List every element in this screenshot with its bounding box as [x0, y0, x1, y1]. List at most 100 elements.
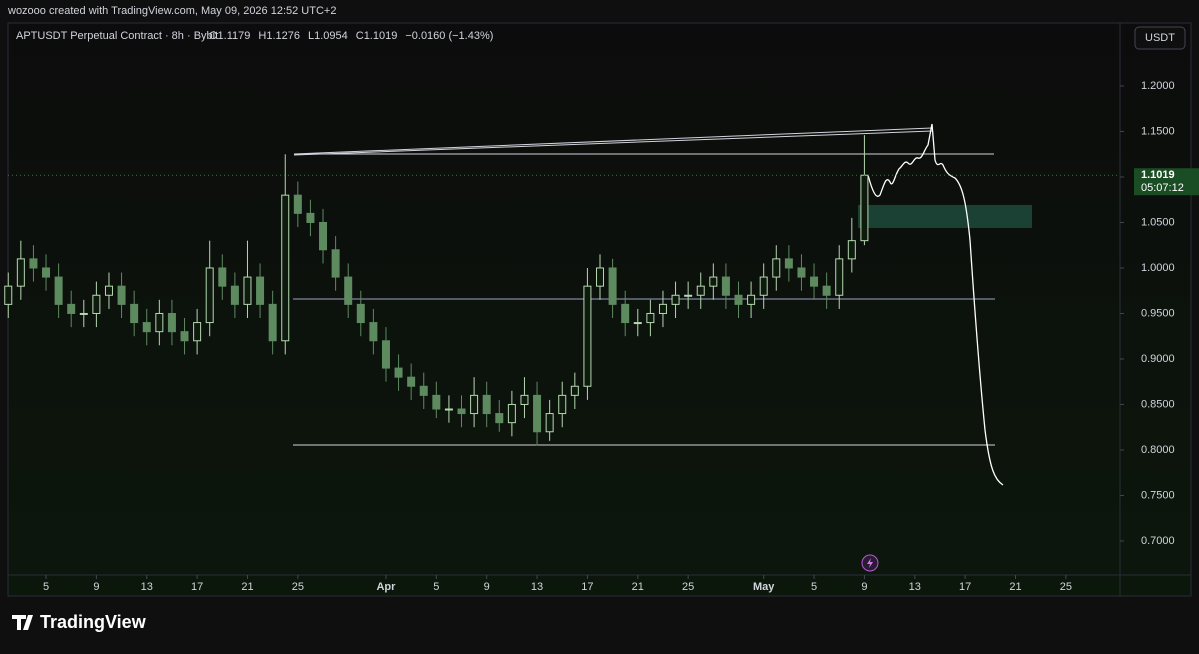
candle-body	[293, 194, 302, 214]
candle-body	[180, 331, 189, 342]
candle-body	[167, 312, 176, 333]
candle-body	[230, 285, 239, 305]
x-tick-label: 5	[43, 581, 49, 593]
candle-body	[281, 194, 290, 342]
drawings	[293, 123, 1032, 486]
y-tick-label: 0.7000	[1141, 535, 1175, 547]
candle-body	[381, 340, 390, 369]
candle-body	[331, 249, 340, 278]
x-tick-label: 21	[241, 581, 253, 593]
x-tick-label: Apr	[376, 581, 396, 593]
x-tick-label: 25	[682, 581, 694, 593]
y-tick-label: 0.8000	[1141, 444, 1175, 456]
candle-body	[520, 394, 529, 405]
candle-body	[256, 276, 265, 305]
event-bolt	[867, 558, 873, 568]
candle-body	[319, 221, 328, 251]
candle-body	[104, 285, 113, 296]
candle-body	[117, 285, 126, 305]
candle-body	[356, 303, 365, 324]
candle-body	[583, 285, 592, 387]
countdown: 05:07:12	[1141, 182, 1184, 194]
candle-body	[621, 303, 630, 324]
candle-body	[495, 413, 504, 424]
candle-body	[696, 285, 705, 296]
y-tick-label: 0.9500	[1141, 307, 1175, 319]
candle-body	[470, 394, 479, 415]
candle-body	[558, 394, 567, 415]
x-tick-label: 13	[141, 581, 153, 593]
candle-body	[67, 303, 76, 314]
chart-pane	[7, 22, 1192, 597]
currency-button[interactable]	[1134, 26, 1186, 50]
candle-body	[797, 267, 806, 278]
candle-body	[822, 285, 831, 296]
candle-body	[507, 403, 516, 424]
x-tick-label: 21	[632, 581, 644, 593]
candle-body	[142, 322, 151, 333]
candle-body	[759, 276, 768, 296]
candle-body	[709, 276, 718, 287]
last-price-tag	[1134, 168, 1199, 196]
y-tick-label: 1.2000	[1141, 80, 1175, 92]
y-tick-label: 0.7500	[1141, 489, 1175, 501]
candle-body	[533, 394, 542, 433]
candle-body	[407, 376, 416, 387]
currency[interactable]: USDT	[1145, 32, 1175, 44]
x-tick-label: 21	[1009, 581, 1021, 593]
x-tick-label: 5	[811, 581, 817, 593]
candle-body	[570, 385, 579, 396]
x-tick-label: May	[753, 581, 775, 593]
y-tick-label: 0.9000	[1141, 353, 1175, 365]
candle-body	[79, 312, 88, 315]
legend-value: H1.1276	[258, 30, 300, 42]
candle-body	[243, 276, 252, 305]
legend-value: C1.1019	[356, 30, 398, 42]
candle-body	[432, 394, 441, 410]
candle-body	[42, 267, 51, 278]
candle-body	[721, 276, 730, 296]
zone	[858, 205, 1032, 228]
candle-body	[810, 276, 819, 287]
candle-body	[482, 394, 491, 415]
candle-body	[16, 258, 25, 287]
candle-body	[344, 276, 353, 305]
x-tick-label: 13	[531, 581, 543, 593]
candle-body	[658, 303, 667, 314]
candle-body	[306, 212, 315, 223]
candle-body	[734, 294, 743, 305]
candle-body	[4, 285, 13, 305]
x-tick-label: 9	[93, 581, 99, 593]
trend-line	[293, 130, 933, 156]
candle-body	[608, 267, 617, 305]
candle-body	[29, 258, 38, 269]
y-tick-label: 1.0000	[1141, 262, 1175, 274]
legend-change: −0.0160 (−1.43%)	[405, 30, 493, 42]
legend-value: O1.1179	[209, 30, 250, 42]
credit: wozooo created with TradingView.com, May…	[7, 5, 336, 17]
candle-body	[92, 294, 101, 314]
x-tick-label: 17	[191, 581, 203, 593]
brand-logo	[12, 615, 33, 630]
candle-body	[218, 267, 227, 287]
candle-body	[772, 258, 781, 278]
candle-body	[835, 258, 844, 296]
x-tick-label: 5	[433, 581, 439, 593]
candle-body	[369, 322, 378, 342]
candle-body	[671, 294, 680, 305]
x-tick-label: 25	[1060, 581, 1072, 593]
candle-body	[545, 413, 554, 433]
plot	[4, 135, 869, 446]
legend-value: L1.0954	[308, 30, 348, 42]
candle-body	[847, 240, 856, 260]
candle-body	[268, 303, 277, 342]
candle-body	[155, 312, 164, 333]
y-tick-label: 0.8500	[1141, 398, 1175, 410]
candle-body	[419, 385, 428, 396]
candle-body	[633, 322, 642, 325]
x-tick-label: 17	[959, 581, 971, 593]
y-tick-label: 1.1500	[1141, 125, 1175, 137]
candle-body	[747, 294, 756, 305]
